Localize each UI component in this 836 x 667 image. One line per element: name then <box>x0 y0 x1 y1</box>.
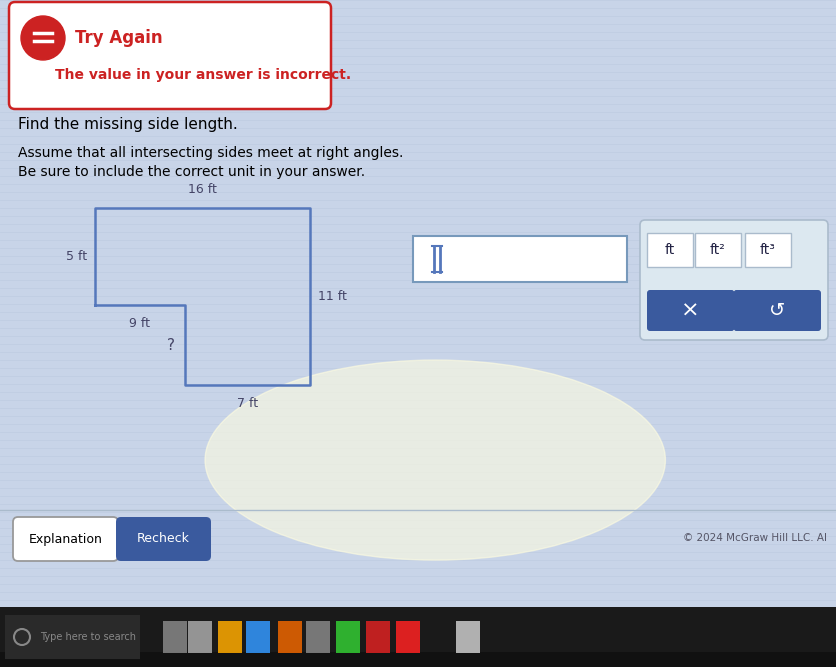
Circle shape <box>21 16 65 60</box>
FancyBboxPatch shape <box>116 517 211 561</box>
Text: Be sure to include the correct unit in your answer.: Be sure to include the correct unit in y… <box>18 165 364 179</box>
Text: ft: ft <box>664 243 675 257</box>
FancyBboxPatch shape <box>744 233 790 267</box>
Text: Explanation: Explanation <box>28 532 102 546</box>
Bar <box>188 621 212 653</box>
Text: © 2024 McGraw Hill LLC. Al: © 2024 McGraw Hill LLC. Al <box>682 533 826 543</box>
Text: ?: ? <box>167 338 175 352</box>
Bar <box>0 607 836 667</box>
Bar <box>456 621 479 653</box>
FancyBboxPatch shape <box>646 290 734 331</box>
Text: ft²: ft² <box>709 243 725 257</box>
Bar <box>163 621 186 653</box>
Bar <box>335 621 359 653</box>
Text: Type here to search: Type here to search <box>40 632 135 642</box>
Text: 5 ft: 5 ft <box>66 250 87 263</box>
FancyBboxPatch shape <box>640 220 827 340</box>
Bar <box>0 652 836 667</box>
FancyBboxPatch shape <box>646 233 692 267</box>
Bar <box>246 621 270 653</box>
FancyBboxPatch shape <box>9 2 330 109</box>
Text: ft³: ft³ <box>759 243 775 257</box>
Text: Assume that all intersecting sides meet at right angles.: Assume that all intersecting sides meet … <box>18 146 403 160</box>
Text: 7 ft: 7 ft <box>237 397 257 410</box>
Bar <box>395 621 420 653</box>
Bar <box>278 621 302 653</box>
Text: 11 ft: 11 ft <box>318 290 346 303</box>
Text: 16 ft: 16 ft <box>188 183 217 196</box>
FancyBboxPatch shape <box>732 290 820 331</box>
FancyBboxPatch shape <box>13 517 118 561</box>
Bar <box>306 621 329 653</box>
Ellipse shape <box>205 360 665 560</box>
Bar <box>5 615 140 659</box>
Text: Find the missing side length.: Find the missing side length. <box>18 117 237 133</box>
FancyBboxPatch shape <box>694 233 740 267</box>
Text: 9 ft: 9 ft <box>130 317 150 330</box>
Text: Try Again: Try Again <box>75 29 162 47</box>
Text: Recheck: Recheck <box>137 532 190 546</box>
Text: ↺: ↺ <box>768 301 784 320</box>
Text: The value in your answer is incorrect.: The value in your answer is incorrect. <box>55 68 351 82</box>
FancyBboxPatch shape <box>412 236 626 282</box>
Bar <box>217 621 242 653</box>
Text: ×: × <box>681 301 699 321</box>
Bar <box>365 621 390 653</box>
